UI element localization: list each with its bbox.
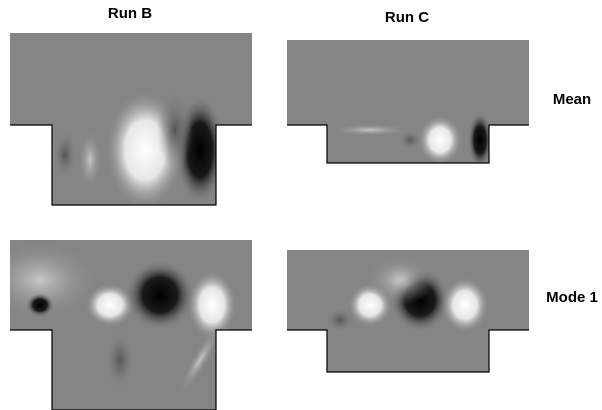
row-label: Mode 1	[546, 289, 598, 306]
page: {"columns": ["Run B", "Run C"], "rows": …	[0, 0, 602, 410]
row-label: Mean	[553, 91, 591, 108]
column-label: Run C	[385, 9, 429, 26]
contour-panel	[0, 30, 260, 210]
contour-panel	[0, 238, 260, 410]
figure: Run B Run C Mean Mode 1	[0, 0, 602, 410]
column-label: Run B	[108, 5, 152, 22]
contour-panel	[280, 38, 540, 168]
contour-panel	[280, 248, 540, 376]
